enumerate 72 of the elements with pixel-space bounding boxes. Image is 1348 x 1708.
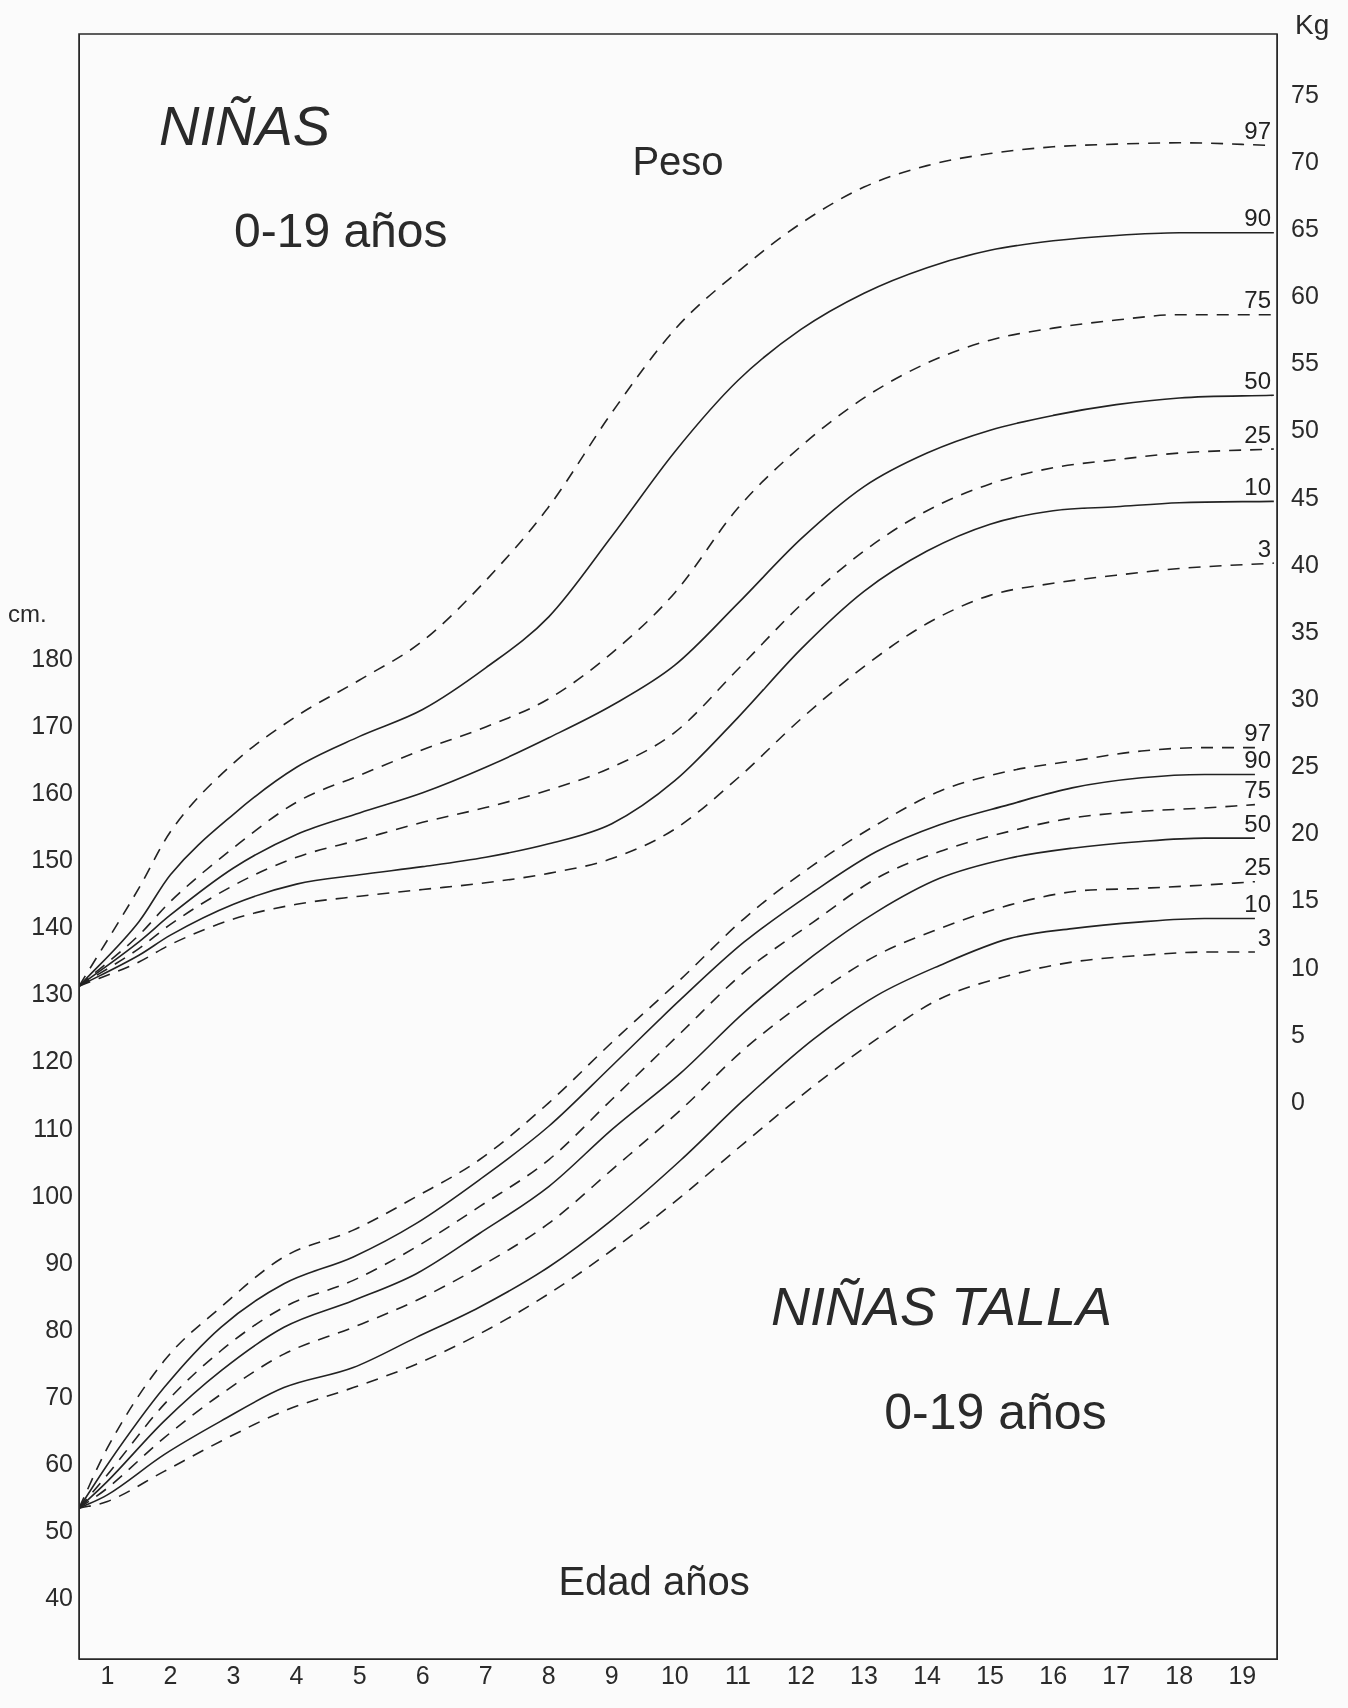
y-tick-label: 160 — [31, 778, 73, 807]
series-label: 25 — [1244, 853, 1271, 881]
series-label: 97 — [1244, 719, 1271, 747]
x-tick-label: 2 — [163, 1660, 178, 1689]
x-tick-label: 9 — [604, 1660, 619, 1689]
series-label: 90 — [1244, 204, 1271, 232]
y-tick-label: 130 — [31, 979, 73, 1008]
y2-tick-label: 35 — [1291, 616, 1319, 645]
x-tick-label: 14 — [913, 1660, 942, 1689]
x-tick-label: 13 — [850, 1660, 878, 1689]
y2-tick-label: 40 — [1291, 549, 1319, 578]
series-label: 75 — [1244, 776, 1271, 804]
x-tick-label: 15 — [976, 1660, 1005, 1689]
y-tick-label: 140 — [31, 912, 73, 941]
y-tick-label: 80 — [45, 1314, 73, 1343]
annotation: NIÑAS TALLA — [771, 1275, 1113, 1336]
y2-tick-label: 20 — [1291, 818, 1319, 847]
x-axis-title: Edad años — [558, 1559, 750, 1604]
y2-tick-label: 50 — [1291, 415, 1319, 444]
y2-tick-label: 0 — [1291, 1086, 1305, 1115]
y2-tick-label: 45 — [1291, 482, 1319, 511]
y-tick-label: 170 — [31, 711, 73, 740]
annotation: Peso — [632, 139, 724, 184]
x-tick-label: 11 — [724, 1660, 751, 1689]
x-tick-label: 6 — [415, 1660, 430, 1689]
x-tick-label: 1 — [100, 1660, 115, 1689]
series-label: 3 — [1257, 923, 1271, 951]
series-label: 50 — [1244, 809, 1271, 837]
x-tick-label: 4 — [289, 1660, 304, 1689]
text: NIÑAS — [159, 93, 331, 157]
x-tick-label: 5 — [352, 1660, 367, 1689]
series-label: 50 — [1244, 366, 1271, 394]
x-tick-label: 18 — [1165, 1660, 1194, 1689]
series-label: 10 — [1244, 472, 1271, 500]
x-tick-label: 19 — [1228, 1660, 1257, 1689]
y-tick-label: 40 — [45, 1582, 73, 1611]
x-tick-label: 7 — [478, 1660, 493, 1689]
y2-tick-label: 30 — [1291, 684, 1319, 713]
series-label: 25 — [1244, 420, 1271, 448]
y-tick-label: 70 — [45, 1381, 73, 1410]
y2-tick-label: 75 — [1291, 79, 1319, 108]
y2-tick-label: 55 — [1291, 348, 1319, 377]
series-label: 90 — [1244, 746, 1271, 774]
y-tick-label: 100 — [31, 1180, 73, 1209]
x-tick-label: 16 — [1039, 1660, 1068, 1689]
y2-tick-label: 25 — [1291, 751, 1319, 780]
y-tick-label: 150 — [31, 845, 73, 874]
y2-tick-label: 65 — [1291, 213, 1319, 242]
annotation: 0-19 años — [884, 1384, 1107, 1441]
y-tick-label: 90 — [45, 1247, 73, 1276]
y-axis-title: cm. — [8, 600, 47, 628]
series-label: 97 — [1244, 117, 1271, 145]
y-tick-label: 60 — [45, 1448, 73, 1477]
y2-axis-title: Kg — [1295, 8, 1330, 40]
y2-tick-label: 70 — [1291, 146, 1319, 175]
y2-tick-label: 15 — [1291, 885, 1319, 914]
x-tick-label: 17 — [1102, 1660, 1131, 1689]
series-label: 10 — [1244, 890, 1271, 918]
y2-tick-label: 10 — [1291, 952, 1319, 981]
x-tick-label: 10 — [660, 1660, 689, 1689]
y-tick-label: 110 — [33, 1113, 73, 1142]
y2-tick-label: 5 — [1291, 1019, 1305, 1048]
y-tick-label: 180 — [31, 644, 73, 673]
text: 0-19 años — [234, 204, 448, 258]
x-tick-label: 12 — [787, 1660, 815, 1689]
series-label: 3 — [1257, 534, 1271, 562]
y-tick-label: 50 — [45, 1515, 73, 1544]
y2-tick-label: 60 — [1291, 281, 1319, 310]
x-tick-label: 3 — [226, 1660, 241, 1689]
series-label: 75 — [1244, 286, 1271, 314]
x-tick-label: 8 — [541, 1660, 556, 1689]
y-tick-label: 120 — [31, 1046, 73, 1075]
